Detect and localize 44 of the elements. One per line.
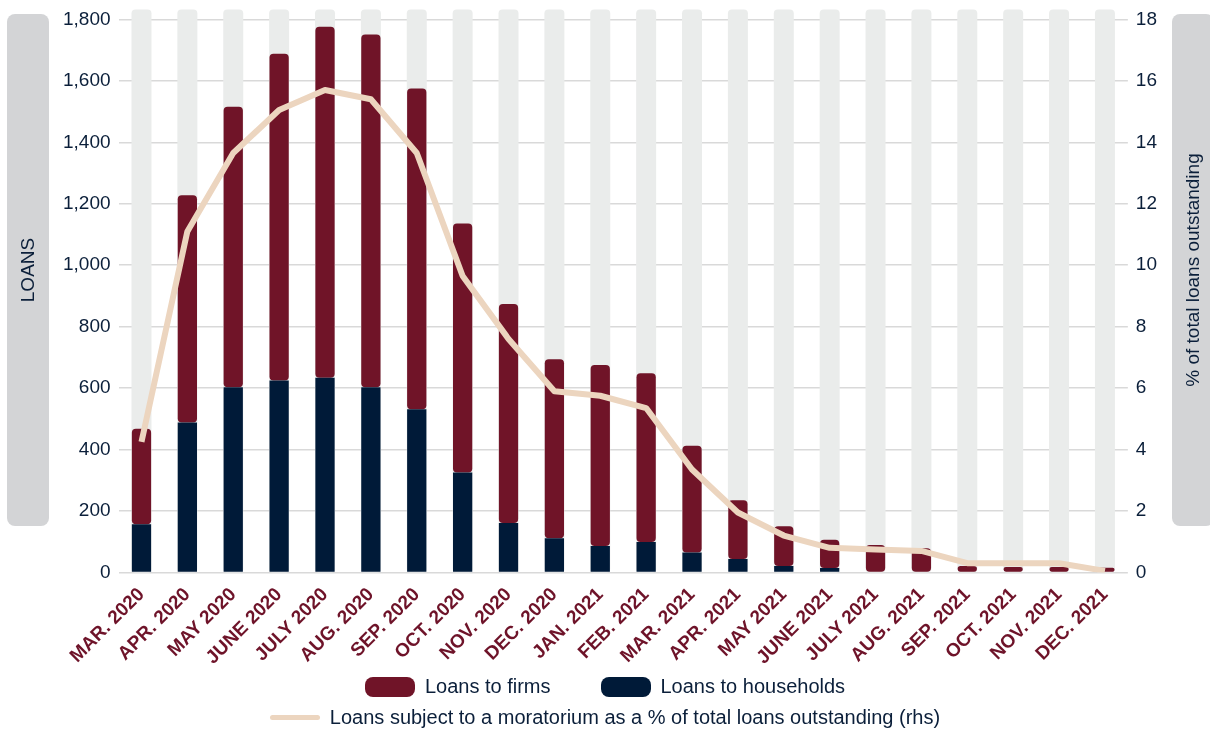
bar bbox=[407, 409, 427, 572]
bar bbox=[636, 373, 656, 542]
y2-tick-label: 2 bbox=[1135, 499, 1147, 521]
y-tick-label: 1,000 bbox=[63, 253, 111, 275]
y2-tick-label: 0 bbox=[1135, 560, 1147, 582]
y-axis-title: LOANS bbox=[17, 237, 39, 303]
bar bbox=[453, 472, 473, 572]
y2-tick-label: 10 bbox=[1135, 253, 1158, 275]
y2-tick-label: 18 bbox=[1135, 7, 1158, 29]
bar bbox=[361, 387, 381, 572]
bar bbox=[544, 538, 565, 572]
bar bbox=[131, 524, 152, 572]
bar bbox=[590, 546, 610, 572]
bar bbox=[636, 542, 656, 572]
bar bbox=[590, 365, 610, 546]
y-tick-label: 600 bbox=[78, 376, 111, 398]
bar bbox=[498, 522, 519, 572]
bar bbox=[223, 387, 243, 572]
bar bbox=[728, 558, 748, 572]
bar bbox=[131, 428, 152, 525]
y2-tick-label: 12 bbox=[1135, 191, 1158, 213]
y2-tick-label: 4 bbox=[1135, 437, 1147, 459]
y-tick-label: 1,200 bbox=[63, 191, 111, 213]
bar bbox=[682, 552, 702, 572]
legend-label: Loans to households bbox=[660, 675, 846, 698]
bar bbox=[774, 565, 794, 572]
bar bbox=[820, 568, 840, 572]
legend-label: Loans subject to a moratorium as a % of total loans outstanding (rhs) bbox=[329, 706, 941, 729]
y2-tick-label: 6 bbox=[1135, 376, 1147, 398]
y-tick-label: 800 bbox=[78, 314, 111, 336]
y-tick-label: 400 bbox=[78, 437, 111, 459]
legend-label: Loans to firms bbox=[424, 675, 551, 698]
y2-tick-label: 16 bbox=[1135, 69, 1158, 91]
y-tick-label: 0 bbox=[99, 560, 111, 582]
y-tick-label: 1,800 bbox=[63, 7, 111, 29]
y-tick-label: 1,400 bbox=[63, 130, 111, 152]
bar bbox=[544, 359, 565, 539]
y2-axis-title: % of total loans outstanding bbox=[1182, 153, 1204, 387]
y-tick-label: 200 bbox=[78, 499, 111, 521]
bar bbox=[177, 422, 197, 572]
y2-tick-label: 14 bbox=[1135, 130, 1158, 152]
bar bbox=[682, 445, 702, 553]
y-tick-label: 1,600 bbox=[63, 69, 111, 91]
y2-tick-label: 8 bbox=[1135, 314, 1147, 336]
